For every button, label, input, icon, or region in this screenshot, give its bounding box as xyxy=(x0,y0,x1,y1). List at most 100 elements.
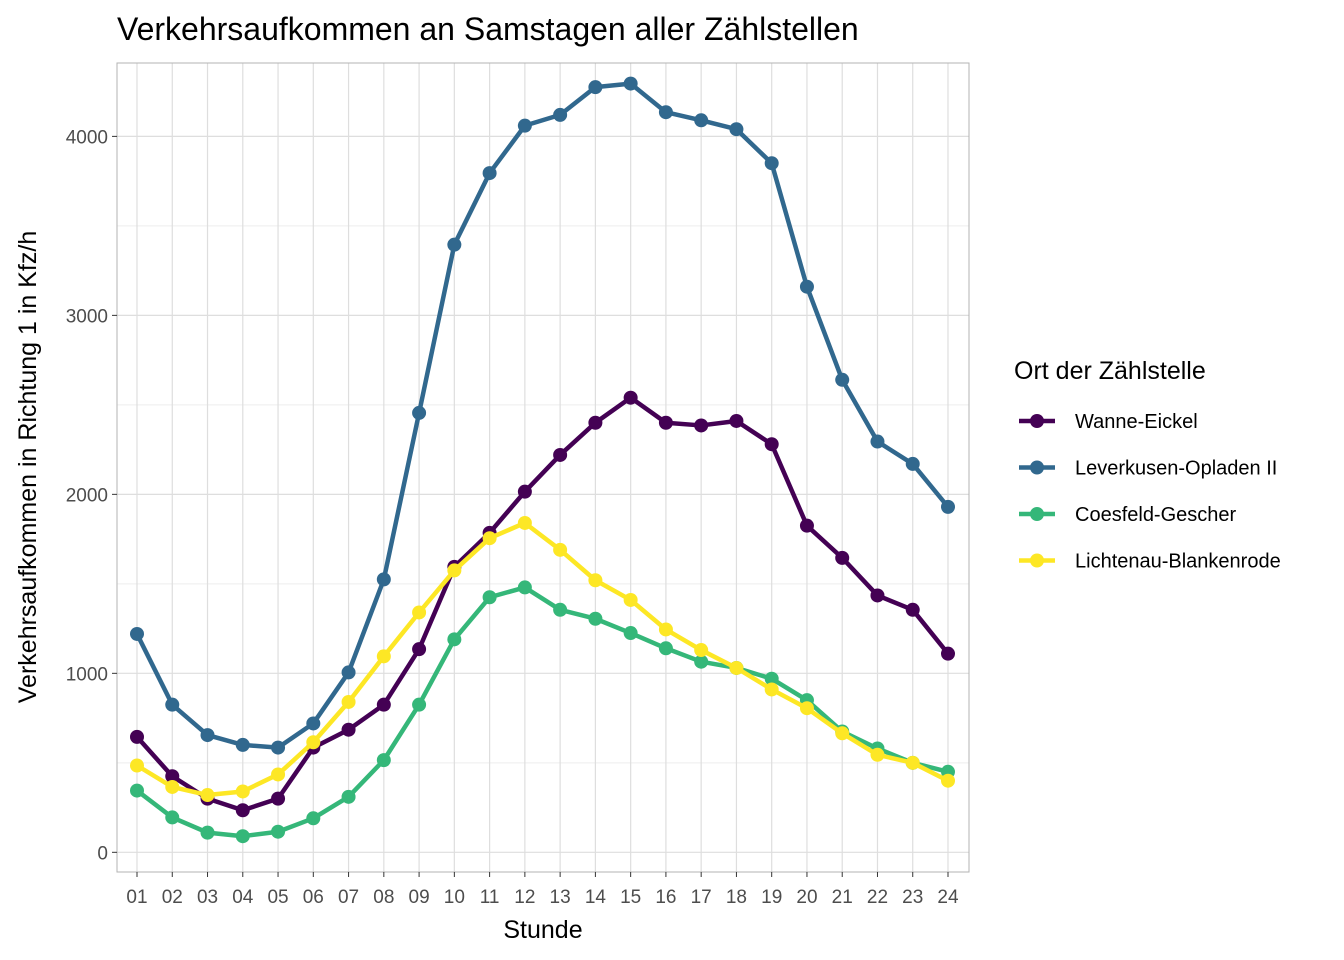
plot-panel xyxy=(117,63,969,872)
data-point xyxy=(482,531,497,546)
data-point xyxy=(376,572,391,587)
x-tick-label: 18 xyxy=(726,887,747,908)
legend-key-point xyxy=(1030,460,1044,475)
series-layer xyxy=(130,76,955,844)
data-point xyxy=(165,779,180,794)
data-point xyxy=(165,810,180,825)
x-tick-label: 08 xyxy=(373,887,394,908)
data-point xyxy=(764,156,779,171)
y-tick-label: 4000 xyxy=(66,127,108,148)
data-point xyxy=(447,237,462,252)
data-point xyxy=(835,726,850,741)
x-axis: 01 02 03 04 05 06 07 08 09 10 11 12 13 14 15 16 17 18 19 20… xyxy=(126,872,959,908)
data-point xyxy=(412,605,427,620)
data-point xyxy=(130,758,144,773)
data-point xyxy=(764,437,779,452)
legend-label: Wanne-Eickel xyxy=(1075,411,1198,433)
legend-label: Leverkusen-Opladen II xyxy=(1075,458,1277,480)
data-point xyxy=(658,415,673,430)
x-tick-label: 04 xyxy=(232,887,254,908)
data-point xyxy=(553,602,568,617)
data-point xyxy=(341,789,356,804)
data-point xyxy=(271,740,286,755)
legend-label: Coesfeld-Gescher xyxy=(1075,504,1237,526)
data-point xyxy=(482,166,497,181)
data-point xyxy=(764,671,779,686)
data-point xyxy=(694,113,709,128)
x-tick-label: 16 xyxy=(655,887,676,908)
data-point xyxy=(341,694,356,709)
y-axis-title: Verkehrsaufkommen in Richtung 1 in Kfz/h xyxy=(14,231,42,703)
series-leverkusen-opladen-ii xyxy=(130,76,955,755)
data-point xyxy=(130,783,144,798)
data-point xyxy=(341,722,356,737)
data-point xyxy=(905,755,920,770)
data-point xyxy=(376,649,391,664)
y-axis: 0 1000 2000 3000 4000 xyxy=(66,127,117,864)
data-point xyxy=(941,773,955,788)
data-point xyxy=(799,279,814,294)
legend-key-point xyxy=(1030,414,1044,428)
y-tick-label: 1000 xyxy=(66,664,108,685)
data-point xyxy=(306,716,321,731)
data-point xyxy=(623,626,638,641)
data-point xyxy=(588,611,603,626)
legend-item: Wanne-Eickel xyxy=(1019,411,1198,433)
data-point xyxy=(517,580,532,595)
data-point xyxy=(799,518,814,533)
data-point xyxy=(623,390,638,405)
data-point xyxy=(623,76,638,91)
data-point xyxy=(271,791,286,806)
x-tick-label: 11 xyxy=(480,887,500,908)
x-tick-label: 06 xyxy=(303,887,324,908)
x-tick-label: 02 xyxy=(162,887,183,908)
x-tick-label: 23 xyxy=(902,887,923,908)
legend-label: Lichtenau-Blankenrode xyxy=(1075,551,1281,573)
data-point xyxy=(729,413,744,428)
data-point xyxy=(200,788,215,803)
series-wanne-eickel xyxy=(130,390,955,818)
data-point xyxy=(694,654,709,669)
x-tick-label: 14 xyxy=(585,887,607,908)
data-point xyxy=(235,784,250,799)
data-point xyxy=(447,632,462,647)
grid xyxy=(117,63,969,872)
x-tick-label: 03 xyxy=(197,887,218,908)
data-point xyxy=(694,418,709,433)
data-point xyxy=(271,824,286,839)
data-point xyxy=(764,682,779,697)
data-point xyxy=(941,646,955,661)
data-point xyxy=(235,737,250,752)
data-point xyxy=(835,372,850,387)
data-point xyxy=(658,641,673,656)
y-tick-label: 0 xyxy=(97,843,108,864)
data-point xyxy=(835,550,850,565)
data-point xyxy=(412,697,427,712)
x-tick-label: 13 xyxy=(550,887,571,908)
data-point xyxy=(200,728,215,743)
chart-title: Verkehrsaufkommen an Samstagen aller Zäh… xyxy=(117,11,859,47)
data-point xyxy=(165,697,180,712)
data-point xyxy=(623,592,638,607)
legend-item: Lichtenau-Blankenrode xyxy=(1019,551,1281,573)
legend-item: Coesfeld-Gescher xyxy=(1019,504,1237,526)
x-tick-label: 12 xyxy=(514,887,535,908)
data-point xyxy=(658,105,673,120)
data-point xyxy=(905,456,920,471)
data-point xyxy=(200,825,215,840)
data-point xyxy=(376,697,391,712)
x-tick-label: 01 xyxy=(126,887,147,908)
data-point xyxy=(729,122,744,137)
data-point xyxy=(235,803,250,818)
legend-key-point xyxy=(1030,553,1044,568)
x-tick-label: 17 xyxy=(691,887,712,908)
x-tick-label: 24 xyxy=(937,887,959,908)
data-point xyxy=(271,767,286,782)
data-point xyxy=(517,484,532,499)
data-point xyxy=(130,729,144,744)
legend-item: Leverkusen-Opladen II xyxy=(1019,458,1277,480)
x-tick-label: 22 xyxy=(867,887,888,908)
data-point xyxy=(553,107,568,122)
data-point xyxy=(729,660,744,675)
